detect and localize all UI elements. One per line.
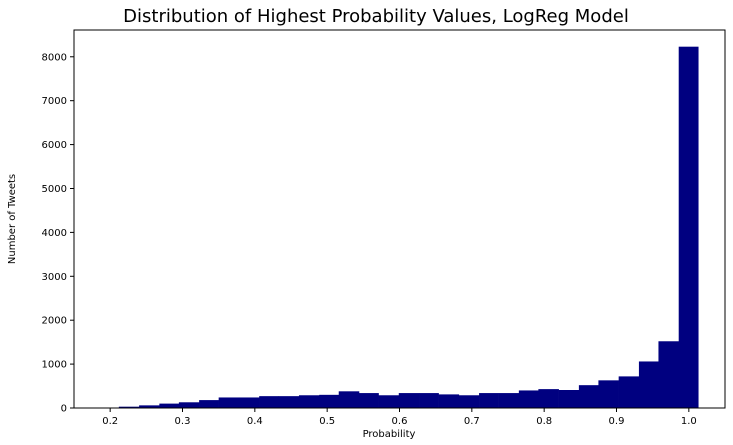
histogram-bar	[378, 395, 400, 408]
histogram-bar	[118, 406, 140, 408]
y-axis-ticks: 0 1000 2000 3000 4000 5000 6000 7000 8000	[42, 52, 74, 415]
histogram-bar	[419, 393, 439, 408]
x-tick-label: 0.6	[392, 416, 408, 427]
x-tick-label: 0.3	[175, 416, 191, 427]
histogram-bar	[498, 393, 520, 408]
histogram-bar	[618, 376, 640, 408]
y-tick-label: 1000	[42, 360, 67, 371]
histogram-bar	[319, 394, 340, 408]
y-tick-label: 0	[61, 404, 67, 415]
histogram-bar	[558, 390, 580, 408]
histogram-bar	[578, 385, 599, 408]
histogram-bar	[658, 341, 680, 408]
histogram-bar	[598, 380, 619, 408]
y-tick-label: 6000	[42, 140, 67, 151]
chart-title: Distribution of Highest Probability Valu…	[123, 6, 629, 27]
x-axis-ticks: 0.2 0.3 0.4 0.5 0.6 0.7 0.8 0.9 1.0	[102, 408, 697, 427]
histogram-bar	[238, 397, 260, 408]
histogram-bar	[139, 405, 160, 408]
x-tick-label: 0.5	[319, 416, 335, 427]
x-tick-label: 0.4	[247, 416, 263, 427]
histogram-bar	[678, 46, 699, 409]
histogram-bar	[398, 393, 420, 408]
y-tick-label: 3000	[42, 272, 67, 283]
histogram-bar	[438, 394, 460, 408]
x-axis-label: Probability	[363, 429, 416, 440]
histogram-bar	[518, 390, 539, 408]
x-tick-label: 0.2	[102, 416, 118, 427]
histogram-bar	[538, 389, 559, 408]
histogram-bar	[218, 397, 240, 408]
histogram-bar	[358, 393, 379, 408]
y-tick-label: 4000	[42, 228, 67, 239]
x-tick-label: 0.9	[609, 416, 625, 427]
histogram-bar	[638, 361, 659, 408]
histogram-bar	[199, 400, 219, 408]
y-tick-label: 7000	[42, 96, 67, 107]
histogram-bar	[458, 395, 480, 408]
histogram-bar	[278, 396, 300, 408]
histogram-bar	[298, 395, 320, 408]
x-tick-label: 0.8	[536, 416, 552, 427]
histogram-bar	[159, 403, 180, 408]
bars-group	[99, 46, 699, 409]
histogram-bar	[338, 391, 360, 408]
y-axis-label: Number of Tweets	[7, 174, 18, 264]
x-tick-label: 0.7	[464, 416, 480, 427]
y-tick-label: 5000	[42, 184, 67, 195]
y-tick-label: 8000	[42, 52, 67, 63]
x-tick-label: 1.0	[681, 416, 697, 427]
y-tick-label: 2000	[42, 316, 67, 327]
histogram-bar	[178, 402, 200, 408]
histogram-bar	[479, 393, 499, 408]
plot-frame	[73, 29, 726, 409]
histogram-bar	[259, 396, 280, 408]
